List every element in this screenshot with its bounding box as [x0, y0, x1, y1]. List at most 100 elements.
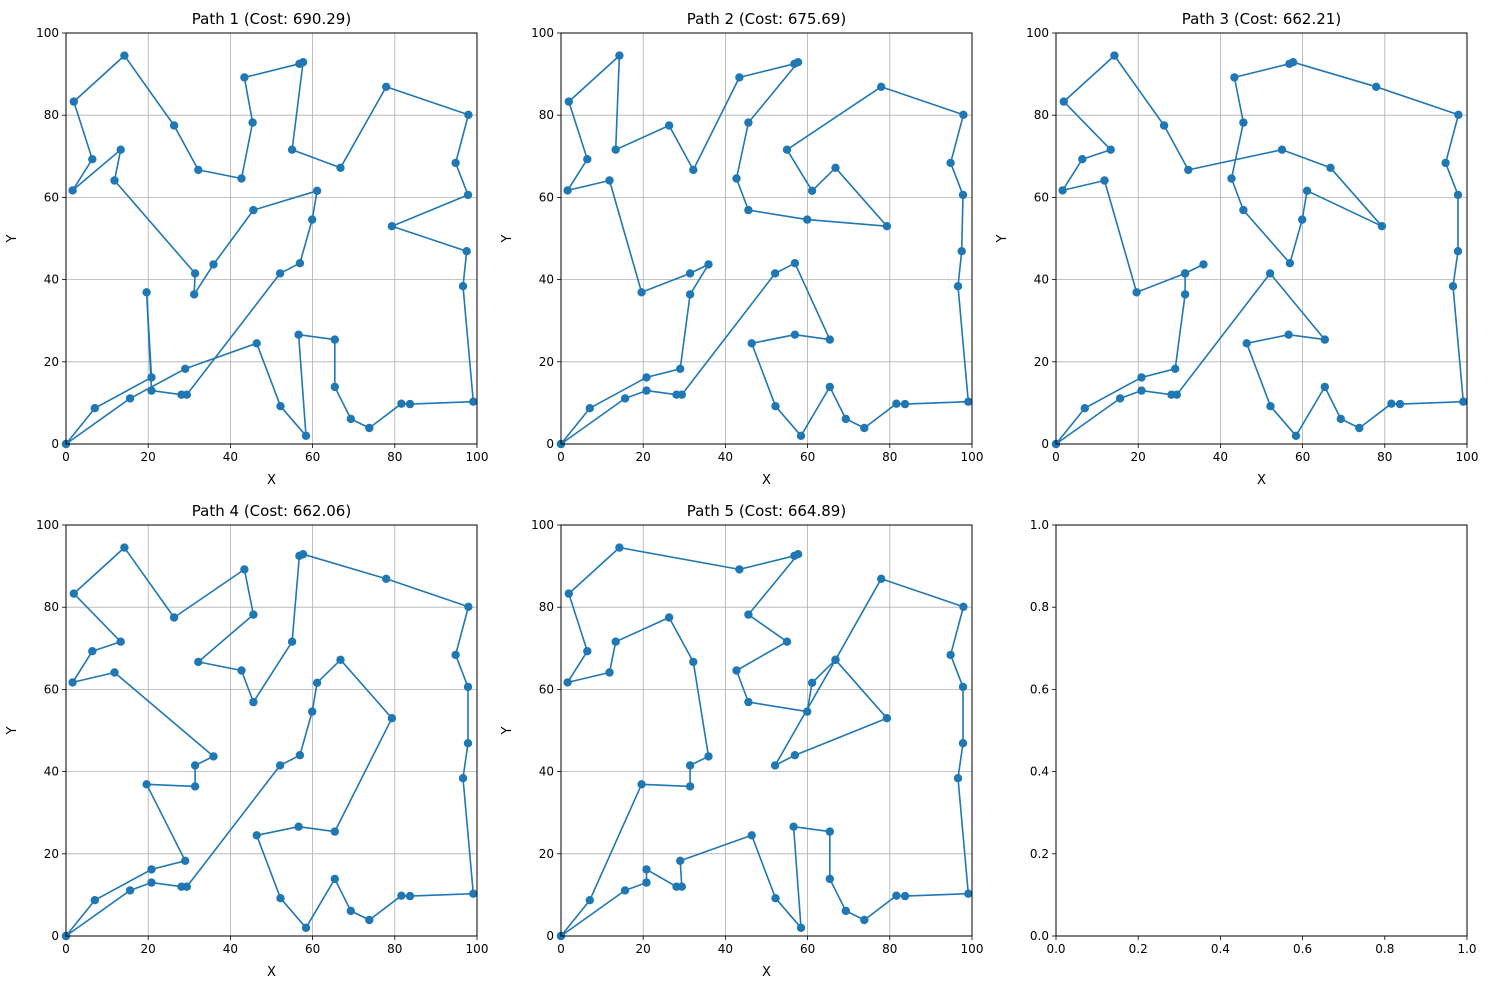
city-point — [672, 390, 681, 399]
city-point — [790, 330, 800, 339]
city-point — [744, 697, 753, 707]
city-point — [252, 831, 261, 840]
city-point — [1265, 269, 1275, 278]
city-point — [463, 739, 473, 748]
y-axis-label: Y — [500, 726, 515, 735]
city-point — [382, 82, 391, 92]
city-point — [790, 751, 800, 760]
city-point — [190, 782, 200, 791]
city-point — [1106, 145, 1115, 154]
subplot-title: Path 5 (Cost: 664.89) — [687, 502, 846, 520]
city-point — [958, 190, 968, 200]
city-point — [190, 290, 199, 299]
city-point — [747, 339, 756, 348]
subplot-4: 0 20 40 60 80 100 0 20 40 60 80 100 Path 4 (Cost: 66… — [5, 502, 488, 980]
city-point — [796, 923, 806, 932]
y-tick-label: 0.4 — [1030, 765, 1049, 779]
x-tick-label: 0 — [557, 450, 565, 464]
y-tick-label: 0 — [51, 437, 59, 451]
city-point — [88, 155, 97, 164]
city-point — [287, 145, 297, 154]
city-point — [252, 339, 261, 348]
city-point — [637, 780, 646, 789]
y-tick-label: 0.0 — [1030, 929, 1049, 943]
city-point — [664, 121, 674, 130]
city-point — [88, 647, 97, 656]
subplot-2: 0 20 40 60 80 100 0 20 40 60 80 100 Path 2 (Cost: 67… — [500, 10, 983, 488]
y-tick-label: 80 — [539, 108, 554, 122]
y-tick-label: 100 — [531, 518, 554, 532]
city-point — [1058, 186, 1067, 195]
city-point — [789, 822, 798, 831]
city-point — [330, 827, 339, 836]
city-point — [1291, 431, 1301, 440]
city-point — [803, 215, 812, 224]
city-point — [125, 886, 135, 895]
city-point — [68, 678, 77, 687]
city-point — [782, 637, 792, 646]
y-tick-label: 20 — [44, 847, 59, 861]
city-point — [744, 118, 753, 127]
city-point — [946, 158, 955, 168]
x-tick-label: 80 — [882, 942, 897, 956]
city-point — [142, 288, 151, 297]
city-point — [469, 397, 478, 406]
city-point — [877, 82, 886, 92]
city-point — [642, 878, 651, 887]
city-point — [583, 155, 592, 164]
city-point — [69, 97, 79, 106]
city-point — [397, 399, 406, 408]
y-tick-label: 100 — [531, 26, 554, 40]
city-point — [147, 865, 156, 874]
x-tick-label: 60 — [800, 450, 815, 464]
city-point — [110, 668, 119, 677]
city-point — [685, 290, 695, 299]
city-point — [463, 682, 473, 692]
subplot-5: 0 20 40 60 80 100 0 20 40 60 80 100 Path 5 (Cost: 66… — [500, 502, 983, 980]
city-point — [605, 176, 614, 185]
city-point — [90, 404, 100, 413]
city-point — [209, 260, 218, 269]
city-point — [1277, 145, 1287, 154]
city-point — [451, 158, 460, 168]
city-point — [704, 752, 713, 761]
city-point — [860, 423, 869, 433]
city-point — [620, 886, 630, 895]
city-point — [451, 650, 460, 660]
city-point — [387, 222, 397, 231]
city-point — [312, 678, 322, 687]
city-point — [1132, 288, 1141, 297]
city-point — [958, 682, 968, 692]
city-point — [365, 915, 374, 925]
x-tick-label: 80 — [387, 450, 402, 464]
axes-frame — [560, 32, 973, 445]
city-point — [825, 335, 834, 344]
y-tick-label: 0 — [51, 929, 59, 943]
city-point — [1448, 282, 1458, 291]
x-tick-label: 60 — [1295, 450, 1310, 464]
city-point — [900, 891, 910, 901]
x-tick-label: 60 — [305, 942, 320, 956]
y-tick-label: 1.0 — [1030, 518, 1049, 532]
city-point — [1298, 215, 1307, 224]
y-tick-label: 60 — [1034, 190, 1049, 204]
x-tick-label: 0 — [62, 942, 70, 956]
city-point — [69, 589, 79, 598]
city-point — [276, 894, 285, 903]
city-point — [116, 637, 125, 646]
city-point — [735, 565, 744, 574]
x-tick-label: 0.2 — [1129, 942, 1148, 956]
city-point — [287, 637, 297, 646]
city-point — [336, 655, 345, 664]
city-point — [120, 543, 129, 552]
city-point — [1180, 269, 1190, 278]
city-point — [181, 364, 190, 373]
x-tick-label: 100 — [466, 942, 489, 956]
city-point — [194, 657, 203, 667]
city-point — [1167, 390, 1176, 399]
x-axis-label: X — [762, 965, 771, 980]
x-axis-label: X — [1257, 473, 1266, 488]
city-point — [1100, 176, 1109, 185]
city-point — [147, 386, 156, 395]
city-point — [807, 678, 817, 687]
